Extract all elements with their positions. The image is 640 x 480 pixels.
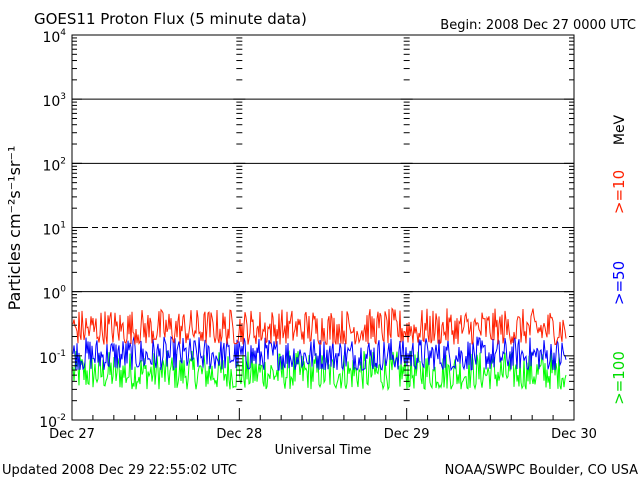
y-tick-label-2: 100	[42, 285, 66, 303]
y-tick-label-0: 10-2	[39, 413, 66, 431]
legend-ge10: >=10	[610, 170, 628, 214]
x-axis-label: Universal Time	[275, 443, 372, 458]
updated-label: Updated 2008 Dec 29 22:55:02 UTC	[2, 463, 237, 478]
legend-ge50: >=50	[610, 261, 628, 305]
y-tick-label-4: 102	[42, 156, 66, 174]
x-tick-label-0: Dec 27	[49, 427, 95, 442]
y-tick-label-5: 103	[42, 92, 66, 110]
y-tick-label-3: 101	[42, 221, 66, 239]
axis-layer: 10-2 10-1 100 101 102 103 104 Dec 27 Dec 28 Dec 2…	[39, 28, 597, 442]
unit-label: MeV	[612, 114, 628, 145]
legend-ge100: >=100	[610, 351, 628, 405]
series-line-0	[72, 307, 567, 346]
x-tick-label-3: Dec 30	[551, 427, 597, 442]
series-line-1	[72, 335, 567, 372]
x-tick-label-2: Dec 29	[384, 427, 430, 442]
series-line-2	[72, 350, 567, 392]
series-layer	[72, 307, 567, 392]
begin-label: Begin: 2008 Dec 27 0000 UTC	[440, 18, 636, 33]
y-axis-label: Particles cm⁻²s⁻¹sr⁻¹	[5, 146, 24, 311]
grid-layer	[72, 98, 574, 293]
y-tick-label-1: 10-1	[39, 349, 66, 367]
chart-title: GOES11 Proton Flux (5 minute data)	[34, 10, 307, 28]
y-tick-label-6: 104	[42, 28, 66, 46]
source-label: NOAA/SWPC Boulder, CO USA	[445, 463, 638, 478]
x-tick-label-1: Dec 28	[216, 427, 262, 442]
